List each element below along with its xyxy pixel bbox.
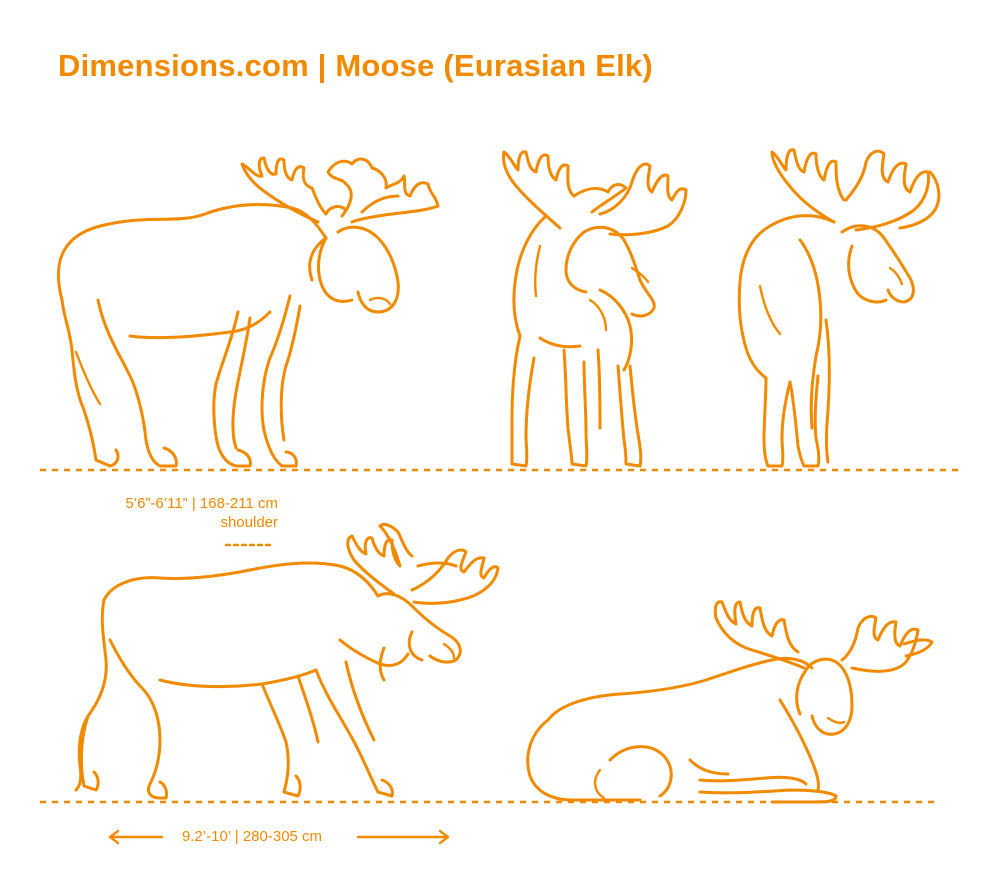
moose-side-standing — [56, 156, 440, 468]
moose-side-walking — [74, 522, 500, 800]
moose-front-view — [502, 150, 688, 468]
moose-rear-view — [737, 148, 941, 468]
length-dimension-label: 9.2’-10’ | 280-305 cm — [181, 828, 323, 845]
height-value: 5’6”-6’11” | 168-211 cm — [125, 495, 278, 512]
height-dimension-label: 5’6”-6’11” | 168-211 cm shoulder — [95, 494, 278, 532]
page-title: Dimensions.com | Moose (Eurasian Elk) — [58, 48, 653, 83]
moose-lying-down — [526, 600, 934, 804]
length-dimension-arrow — [108, 829, 450, 845]
height-reference: shoulder — [220, 514, 278, 531]
